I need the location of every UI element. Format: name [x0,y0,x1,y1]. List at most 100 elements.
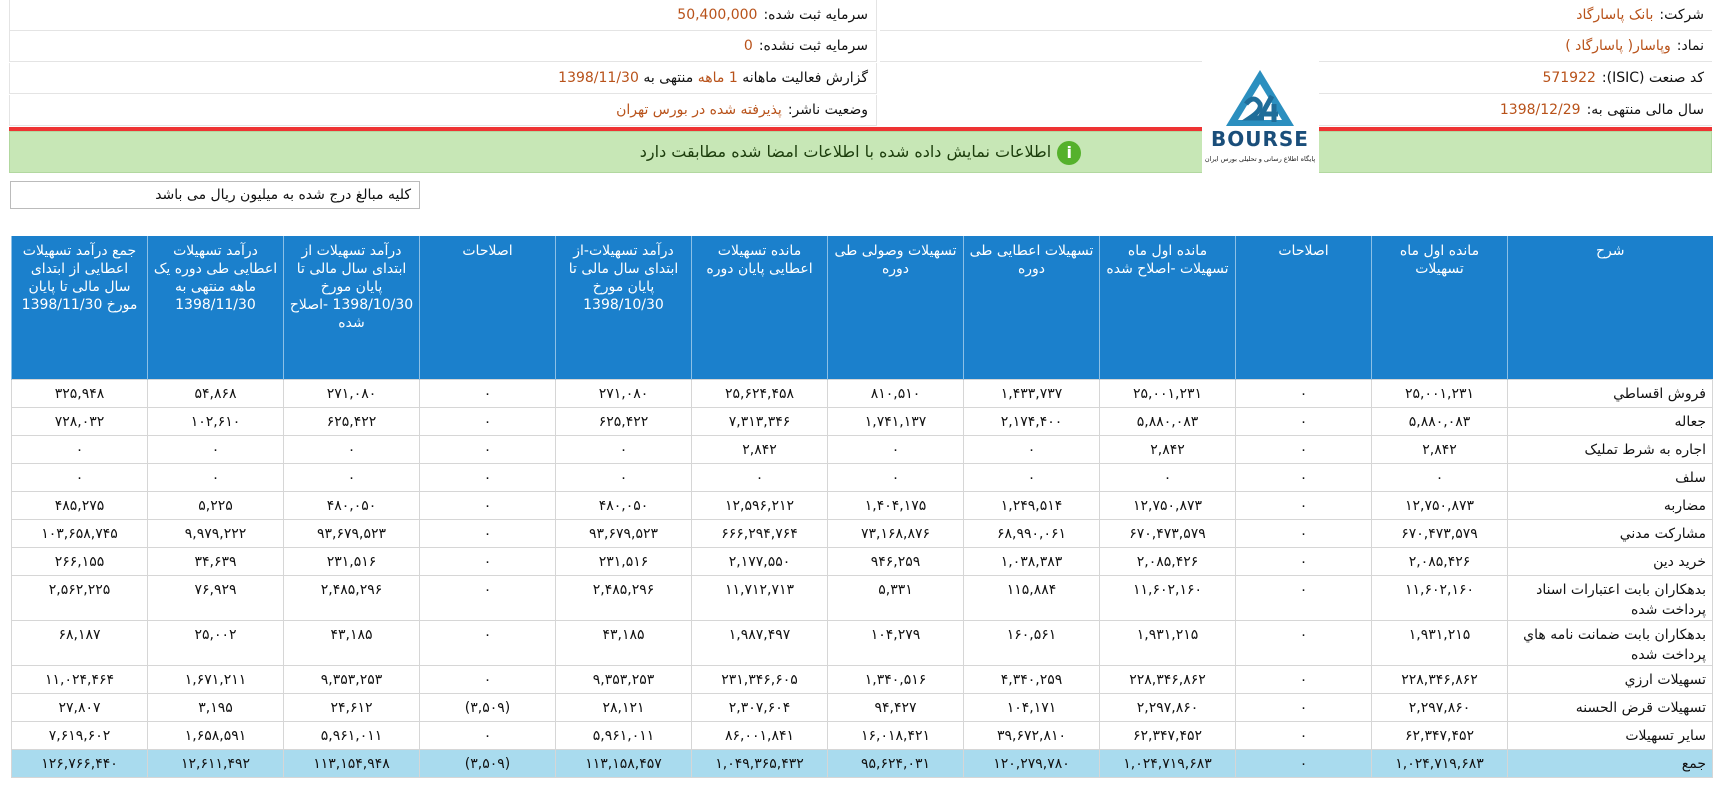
cell: ۵,۲۲۵ [147,491,284,520]
cell: ۲,۰۸۵,۴۲۶ [1099,547,1236,576]
value: 1398/12/29 [1499,102,1581,118]
table-row: مشارکت مدني ۶۷۰,۴۷۳,۵۷۹ ۰ ۶۷۰,۴۷۳,۵۷۹ ۶۸,۹۹۰… [11,519,1713,548]
cell: ۵۴,۸۶۸ [147,379,284,408]
cell: ۲,۸۴۲ [691,435,828,464]
cell: ۱,۹۳۱,۲۱۵ [1371,620,1508,666]
cell: (۳,۵۰۹) [419,693,556,722]
column-header: شرح [1507,236,1713,380]
value: 571922 [1542,70,1596,86]
cell: ۴۸۰,۰۵۰ [555,491,692,520]
cell: ۷,۳۱۳,۳۴۶ [691,407,828,436]
row-label: بدهکاران بابت اعتبارات اسناد پرداخت شده [1507,575,1713,621]
cell: ۹۴۶,۲۵۹ [827,547,964,576]
cell: ۰ [555,435,692,464]
cell: ۲۷۱,۰۸۰ [283,379,420,408]
cell: ۱۱۳,۱۵۸,۴۵۷ [555,749,692,778]
cell: ۰ [1235,463,1372,492]
cell: ۵,۳۳۱ [827,575,964,621]
cell: ۱۰۴,۱۷۱ [963,693,1100,722]
cell: ۸۶,۰۰۱,۸۴۱ [691,721,828,750]
label: سال مالی منتهی به: [1586,102,1704,118]
table-row: فروش اقساطي ۲۵,۰۰۱,۲۳۱ ۰ ۲۵,۰۰۱,۲۳۱ ۱,۴۳۳,۷۳… [11,379,1713,408]
cell: ۵,۸۸۰,۰۸۳ [1099,407,1236,436]
logo: BOURSE پایگاه اطلاع رسانی و تحلیلی بورس … [1202,60,1319,174]
facilities-table: شرح مانده اول ماه تسهیلات اصلاحات مانده اول… [11,236,1713,778]
cell: ۰ [419,379,556,408]
value: 0 [743,38,753,54]
logo-brand: BOURSE [1211,127,1309,151]
cell: ۰ [1235,491,1372,520]
cell: ۹۳,۶۷۹,۵۲۳ [555,519,692,548]
cell: ۰ [419,575,556,621]
cell: ۶۲۵,۴۲۲ [283,407,420,436]
cell: ۱,۰۲۴,۷۱۹,۶۸۳ [1099,749,1236,778]
cell: ۰ [419,491,556,520]
row-label: تسهيلات ارزي [1507,665,1713,694]
cell: ۹,۹۷۹,۲۲۲ [147,519,284,548]
column-header: تسهیلات وصولی طی دوره [827,236,964,380]
row-label: تسهيلات قرض الحسنه [1507,693,1713,722]
value: وپاسار( پاسارگاد ) [1565,38,1671,54]
value: پذیرفته شده در بورس تهران [616,102,782,118]
cell: ۲۸,۱۲۱ [555,693,692,722]
cell: ۶۸,۹۹۰,۰۶۱ [963,519,1100,548]
cell: ۰ [283,435,420,464]
isic-row: کد صنعت (ISIC): 571922 [1319,63,1712,94]
table-row: تسهيلات ارزي ۲۲۸,۳۴۶,۸۶۲ ۰ ۲۲۸,۳۴۶,۸۶۲ ۴,۳۴۰… [11,665,1713,694]
table-row: سلف ۰ ۰ ۰ ۰ ۰ ۰ ۰ ۰ ۰ ۰ ۰ [11,463,1713,492]
cell: ۲۵,۰۰۲ [147,620,284,666]
cell: ۰ [1235,407,1372,436]
cell: ۰ [963,463,1100,492]
cell: ۱۰۳,۶۵۸,۷۴۵ [11,519,148,548]
cell: ۰ [419,547,556,576]
row-label: سلف [1507,463,1713,492]
cell: ۲۲۸,۳۴۶,۸۶۲ [1099,665,1236,694]
cell: ۰ [1099,463,1236,492]
label: نماد: [1676,38,1704,54]
cell: ۲,۲۹۷,۸۶۰ [1371,693,1508,722]
cell: ۶۲۵,۴۲۲ [555,407,692,436]
report-row: گزارش فعالیت ماهانه 1 ماهه منتهی به 1398… [9,63,877,94]
cell: ۰ [11,463,148,492]
cell: ۶۷۰,۴۷۳,۵۷۹ [1099,519,1236,548]
column-header: مانده اول ماه تسهیلات [1371,236,1508,380]
cell: ۱,۴۰۴,۱۷۵ [827,491,964,520]
cell: ۲۳۱,۵۱۶ [283,547,420,576]
cell: ۰ [963,435,1100,464]
cell: ۰ [1235,547,1372,576]
cell: ۴۳,۱۸۵ [555,620,692,666]
row-label: ساير تسهيلات [1507,721,1713,750]
cell: ۱۱,۶۰۲,۱۶۰ [1099,575,1236,621]
ending: منتهی به [643,70,694,86]
column-header: درآمد تسهیلات اعطایی طی دوره یک ماهه منت… [147,236,284,380]
cell: ۲۲۸,۳۴۶,۸۶۲ [1371,665,1508,694]
cell: ۱۱۵,۸۸۴ [963,575,1100,621]
cell: ۵,۹۶۱,۰۱۱ [555,721,692,750]
cell: ۲۶۶,۱۵۵ [11,547,148,576]
cell: ۰ [827,463,964,492]
cell: (۳,۵۰۹) [419,749,556,778]
cell: ۰ [1235,575,1372,621]
cell: ۶۲,۳۴۷,۴۵۲ [1371,721,1508,750]
cell: ۲۳۱,۳۴۶,۶۰۵ [691,665,828,694]
cell: ۳۴,۶۳۹ [147,547,284,576]
column-header: درآمد تسهیلات از ابتدای سال مالی تا پایا… [283,236,420,380]
cell: ۱۱,۷۱۲,۷۱۳ [691,575,828,621]
label: کد صنعت (ISIC): [1601,70,1704,86]
info-icon: i [1057,140,1082,165]
cell: ۱۲۰,۲۷۹,۷۸۰ [963,749,1100,778]
label: وضعیت ناشر: [787,102,868,118]
cell: ۵,۹۶۱,۰۱۱ [283,721,420,750]
cell: ۳,۱۹۵ [147,693,284,722]
cell: ۰ [1235,379,1372,408]
row-label: جمع [1507,749,1713,778]
cell: ۴۸۰,۰۵۰ [283,491,420,520]
cell: ۱,۶۷۱,۲۱۱ [147,665,284,694]
cell: ۲,۸۴۲ [1371,435,1508,464]
cell: ۴۸۵,۲۷۵ [11,491,148,520]
cell: ۹۳,۶۷۹,۵۲۳ [283,519,420,548]
cell: ۰ [419,620,556,666]
cell: ۰ [1235,693,1372,722]
symbol-row: نماد: وپاسار( پاسارگاد ) [880,31,1712,62]
